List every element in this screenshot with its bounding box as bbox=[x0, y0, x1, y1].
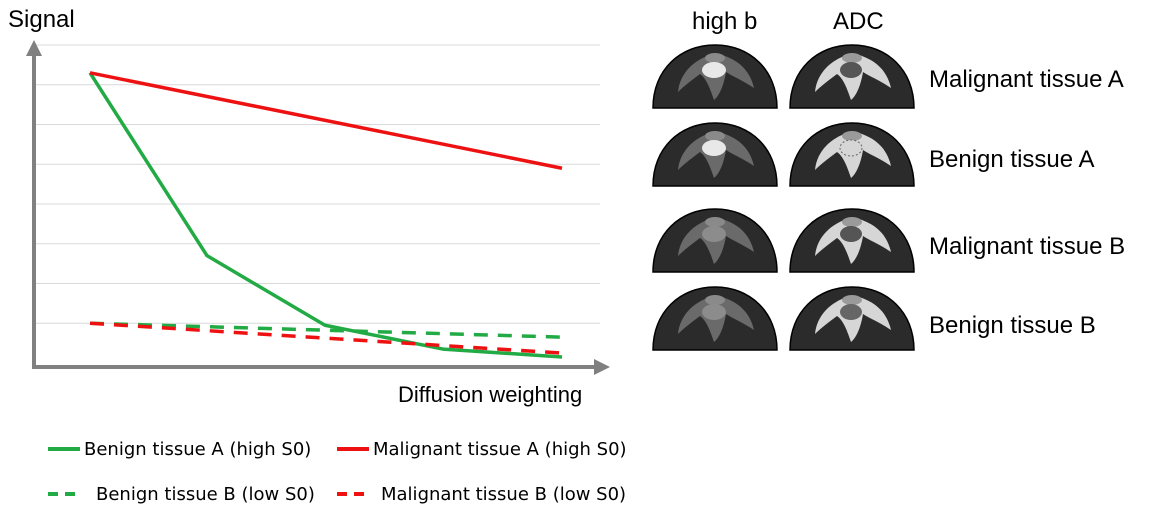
breast-image-benign-b-adc bbox=[789, 286, 915, 351]
breast-image-malignant-b-high-b bbox=[652, 208, 778, 273]
legend-item-benign-a: Benign tissue A (high S0) bbox=[48, 437, 311, 461]
series-line-3 bbox=[89, 321, 563, 355]
legend-label-malignant-a: Malignant tissue A (high S0) bbox=[373, 438, 627, 460]
y-axis-label: Signal bbox=[8, 6, 75, 33]
row-label-malignant-b: Malignant tissue B bbox=[929, 233, 1126, 260]
series-line-2 bbox=[89, 321, 563, 339]
breast-image-malignant-a-adc bbox=[789, 44, 915, 109]
legend-item-malignant-b: Malignant tissue B (low S0) bbox=[337, 482, 626, 506]
legend-label-benign-a: Benign tissue A (high S0) bbox=[84, 438, 312, 460]
breast-image-malignant-b-adc bbox=[789, 208, 915, 273]
legend-swatch-benign-b bbox=[48, 492, 80, 496]
legend-swatch-malignant-a bbox=[337, 447, 369, 451]
breast-image-benign-a-high-b bbox=[652, 122, 778, 187]
image-panel: high b ADC Malignant tissue A Benign tis… bbox=[640, 0, 1151, 360]
breast-image-benign-b-high-b bbox=[652, 286, 778, 351]
row-label-malignant-a: Malignant tissue A bbox=[929, 66, 1124, 93]
y-axis-arrow bbox=[26, 40, 42, 56]
row-label-benign-b: Benign tissue B bbox=[929, 312, 1096, 339]
x-axis-arrow bbox=[594, 359, 610, 375]
series-line-1 bbox=[89, 71, 563, 170]
column-header-adc: ADC bbox=[833, 8, 884, 35]
legend-item-malignant-a: Malignant tissue A (high S0) bbox=[337, 437, 627, 461]
signal-chart bbox=[26, 40, 610, 375]
column-header-high-b: high b bbox=[692, 8, 758, 35]
x-axis-label: Diffusion weighting bbox=[398, 382, 583, 407]
legend-swatch-malignant-b bbox=[337, 492, 369, 496]
legend-item-benign-b: Benign tissue B (low S0) bbox=[48, 482, 315, 506]
legend-label-benign-b: Benign tissue B (low S0) bbox=[96, 483, 315, 505]
legend-label-malignant-b: Malignant tissue B (low S0) bbox=[381, 483, 627, 505]
breast-image-benign-a-adc bbox=[789, 122, 915, 187]
breast-image-malignant-a-high-b bbox=[652, 44, 778, 109]
row-label-benign-a: Benign tissue A bbox=[929, 146, 1095, 173]
legend-swatch-benign-a bbox=[48, 447, 80, 451]
series-line-0 bbox=[88, 71, 563, 359]
